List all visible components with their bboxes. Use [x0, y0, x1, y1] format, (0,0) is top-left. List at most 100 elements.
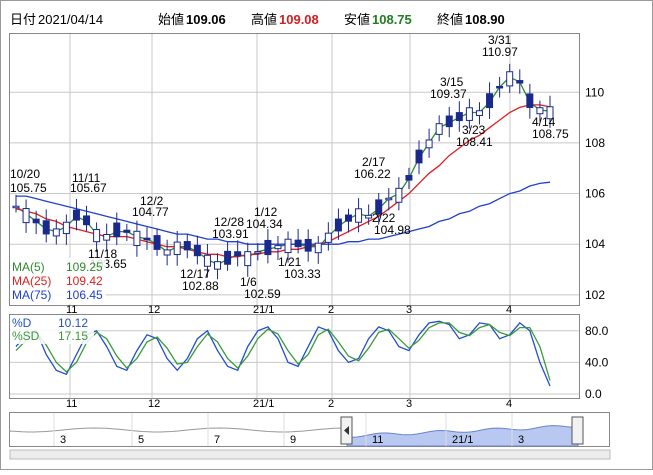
candle-body	[83, 215, 91, 226]
candle-body	[536, 107, 544, 115]
close-value: 108.90	[465, 12, 505, 27]
stochastic-y-tick-label: 0.0	[585, 387, 602, 401]
candle-body	[324, 232, 332, 243]
candle-body	[42, 220, 50, 235]
annotation-date: 12/2	[140, 194, 164, 208]
annotation-date: 3/23	[462, 123, 486, 137]
navigator-tick-label: 3	[60, 434, 66, 446]
x-tick-label-stochastic: 4	[506, 398, 512, 410]
navigator-handles[interactable]	[340, 416, 584, 445]
candle-body	[244, 251, 252, 267]
ma-legend-name: MA(25)	[12, 274, 51, 288]
open-value: 109.06	[186, 12, 226, 27]
candle-body	[183, 241, 191, 251]
ma-legend-name: MA(75)	[12, 288, 51, 302]
candle-body	[72, 209, 80, 221]
candle-body	[52, 228, 60, 237]
candle-body	[385, 197, 393, 201]
navigator-area	[9, 425, 579, 447]
candle-body	[62, 221, 70, 235]
candle-body	[123, 229, 131, 233]
candle-body	[234, 251, 242, 257]
ma-line-75	[16, 181, 551, 245]
price-y-tick-label: 106	[585, 187, 605, 201]
candle-body	[224, 250, 232, 265]
annotation-value: 106.22	[354, 167, 391, 181]
candle-body	[12, 205, 20, 209]
price-annotations: 10/20105.7511/11105.6711/18103.6512/2104…	[10, 33, 569, 301]
annotation-date: 2/22	[372, 211, 396, 225]
price-y-axis: 102 104 106 108 110	[585, 85, 605, 302]
low-label: 安値	[344, 12, 370, 27]
range-navigator[interactable]: 3 5 7 9 11 21/1 3	[9, 412, 610, 447]
annotation-value: 108.75	[532, 127, 569, 141]
x-tick-label-stochastic: 2	[328, 398, 334, 410]
ma-legend-box	[10, 258, 106, 304]
candle-body	[375, 199, 383, 215]
stochastic-legend-value: 10.12	[58, 316, 88, 330]
stochastic-sd-line	[15, 322, 551, 381]
annotation-value: 102.59	[244, 287, 281, 301]
stochastic-legend-box	[10, 316, 94, 344]
annotation-date: 1/12	[254, 205, 278, 219]
candle-body	[294, 239, 302, 248]
candle-body	[153, 235, 161, 250]
navigator-x-axis: 3 5 7 9 11 21/1 3	[53, 413, 524, 446]
navigator-history-line	[9, 427, 347, 433]
stochastic-legend-name: %SD	[12, 329, 40, 343]
candle-body	[173, 241, 181, 256]
annotation-date: 2/17	[362, 155, 386, 169]
date-label: 日付	[10, 12, 36, 27]
stochastic-grid	[10, 315, 579, 398]
navigator-tick-label: 21/1	[452, 434, 473, 446]
candle-body	[32, 218, 40, 224]
ma-legend-value: 106.45	[66, 288, 103, 302]
stochastic-legend-name: %D	[12, 316, 32, 330]
x-tick-label: 2	[328, 304, 334, 316]
x-tick-label: 11	[66, 304, 77, 316]
candle-body	[334, 218, 342, 232]
price-y-tick-label: 110	[585, 85, 604, 99]
candle-body	[344, 214, 352, 222]
annotation-date: 1/21	[278, 255, 302, 269]
x-axis-stochastic: 11 12 21/1 2 3 4	[66, 398, 512, 410]
candle-body	[22, 208, 30, 224]
annotation-date: 12/17	[180, 267, 210, 281]
stochastic-y-axis: 0.0 40.0 80.0	[585, 324, 609, 401]
annotation-value: 109.37	[430, 87, 467, 101]
candle-body	[496, 85, 504, 89]
candle-body	[465, 107, 473, 121]
candle-body	[113, 222, 121, 238]
candle-body	[365, 214, 373, 219]
open-label: 始値	[158, 12, 184, 27]
candle-body	[415, 149, 423, 164]
candle-body	[214, 261, 222, 270]
annotation-value: 104.77	[132, 205, 169, 219]
candle-body	[93, 229, 101, 243]
high-label: 高値	[251, 12, 277, 27]
stochastic-y-tick-label: 40.0	[585, 355, 609, 369]
candle-body	[425, 139, 433, 149]
candle-body	[526, 93, 534, 108]
candle-body	[475, 110, 483, 116]
stochastic-d-line	[15, 320, 551, 387]
candle-body	[355, 208, 363, 223]
candle-body	[516, 80, 524, 84]
annotation-value: 110.97	[482, 45, 518, 59]
candle-body	[203, 254, 211, 267]
annotation-date: 11/18	[88, 247, 117, 261]
annotation-value: 108.41	[456, 135, 493, 149]
navigator-right-handle[interactable]	[571, 416, 584, 445]
date-value: 2021/04/14	[38, 12, 103, 27]
navigator-scrollbar[interactable]	[9, 449, 611, 460]
candle-body	[284, 238, 292, 254]
navigator-tick-label: 5	[138, 434, 144, 446]
stochastic-panel-frame	[9, 314, 580, 399]
annotation-value: 103.91	[212, 227, 249, 241]
annotation-date: 4/14	[532, 115, 556, 129]
high-value: 109.08	[279, 12, 319, 27]
annotation-date: 10/20	[10, 167, 40, 181]
x-tick-label: 12	[148, 304, 160, 316]
